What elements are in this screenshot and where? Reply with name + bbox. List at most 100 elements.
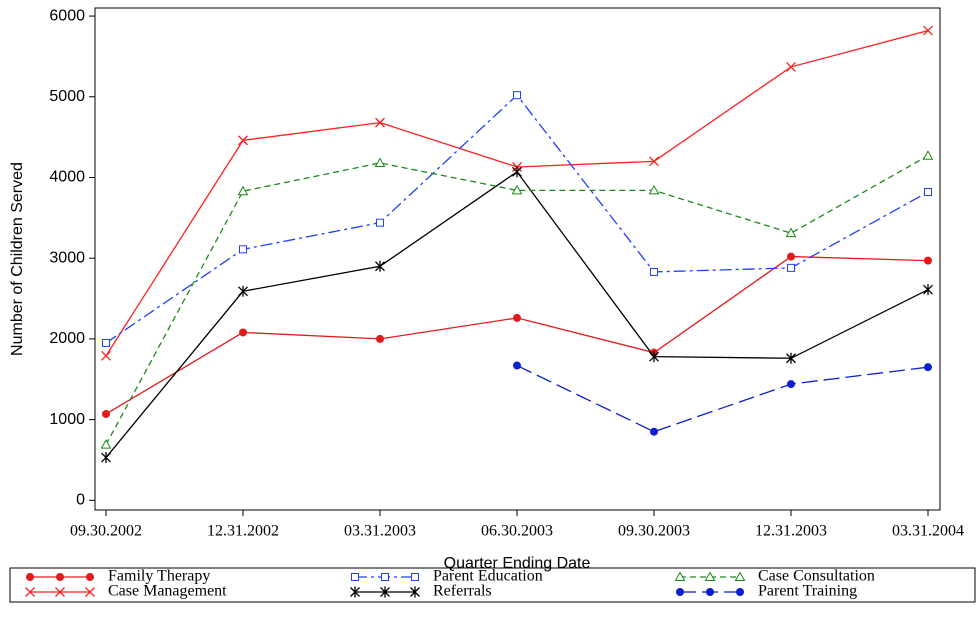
marker-cross: [410, 586, 420, 598]
marker-cross: [380, 586, 390, 598]
x-tick-label: 09.30.2003: [618, 523, 690, 540]
marker: [375, 260, 385, 272]
x-tick-label: 12.31.2003: [755, 523, 827, 540]
marker: [649, 156, 659, 167]
marker-cross: [238, 135, 248, 146]
marker-square: [239, 245, 247, 254]
marker-dot: [676, 588, 684, 596]
x-tick-label: 09.30.2002: [70, 523, 142, 540]
marker-square: [411, 573, 419, 581]
marker: [101, 452, 111, 464]
marker-cross: [375, 260, 385, 272]
marker: [410, 586, 420, 598]
marker-square: [513, 91, 521, 100]
marker: [56, 573, 64, 581]
marker: [238, 135, 248, 146]
marker-cross: [101, 452, 111, 464]
marker: [513, 91, 521, 100]
marker-cross: [786, 352, 796, 364]
marker: [513, 361, 521, 370]
marker: [649, 351, 659, 363]
marker: [86, 573, 94, 581]
marker: [102, 409, 110, 418]
marker-square: [376, 218, 384, 227]
marker-triangle: [648, 184, 660, 195]
marker-cross: [512, 166, 522, 178]
marker: [786, 352, 796, 364]
legend-label: Family Therapy: [108, 568, 210, 585]
marker: [704, 571, 716, 581]
legend-label: Referrals: [433, 583, 492, 600]
marker-triangle: [674, 571, 686, 581]
legend-label: Parent Education: [433, 568, 543, 585]
series-line: [105, 155, 929, 445]
plot-frame: [94, 7, 941, 511]
marker: [376, 334, 384, 343]
y-tick-label: 4000: [49, 169, 85, 186]
marker: [239, 328, 247, 337]
marker-dot: [787, 380, 795, 389]
marker: [375, 117, 385, 128]
marker-cross: [238, 285, 248, 297]
series-line: [516, 364, 929, 433]
x-tick-label: 12.31.2002: [207, 523, 279, 540]
marker: [924, 256, 932, 265]
marker-cross: [923, 25, 933, 36]
marker-square: [787, 263, 795, 272]
marker: [26, 573, 34, 581]
marker-dot: [650, 427, 658, 436]
marker-dot: [736, 588, 744, 596]
marker: [380, 586, 390, 598]
marker: [924, 188, 932, 197]
marker-dot: [86, 573, 94, 581]
marker-dot: [56, 573, 64, 581]
marker: [786, 61, 796, 72]
marker-triangle: [100, 439, 112, 449]
legend-label: Case Management: [108, 583, 227, 600]
marker: [238, 285, 248, 297]
y-axis-title: Number of Children Served: [9, 162, 26, 356]
marker-cross: [649, 351, 659, 363]
marker-dot: [376, 334, 384, 343]
marker: [787, 263, 795, 272]
marker: [85, 587, 95, 597]
marker-triangle: [704, 571, 716, 581]
marker: [101, 350, 111, 361]
marker: [734, 571, 746, 581]
marker-cross: [649, 156, 659, 167]
marker-cross: [101, 350, 111, 361]
marker-triangle: [785, 227, 797, 238]
marker: [674, 571, 686, 581]
marker: [785, 227, 797, 238]
y-tick-label: 0: [76, 492, 85, 509]
marker-triangle: [734, 571, 746, 581]
marker: [351, 573, 359, 581]
marker-cross: [923, 284, 933, 296]
y-tick-label: 5000: [49, 88, 85, 105]
marker: [381, 573, 389, 581]
marker-triangle: [237, 185, 249, 196]
marker-square: [351, 573, 359, 581]
marker-dot: [924, 363, 932, 372]
marker-dot: [513, 361, 521, 370]
marker: [511, 184, 523, 195]
legend-label: Case Consultation: [758, 568, 875, 585]
marker-cross: [375, 117, 385, 128]
marker: [513, 313, 521, 322]
legend-label: Parent Training: [758, 583, 857, 600]
y-tick-label: 1000: [49, 411, 85, 428]
marker: [350, 586, 360, 598]
marker: [923, 25, 933, 36]
marker: [706, 588, 714, 596]
marker-dot: [102, 409, 110, 418]
marker-square: [102, 338, 110, 347]
marker: [512, 166, 522, 178]
marker: [787, 252, 795, 261]
legend-frame: [9, 567, 976, 603]
marker: [650, 267, 658, 276]
marker-triangle: [374, 157, 386, 167]
y-tick-label: 3000: [49, 249, 85, 266]
marker: [923, 284, 933, 296]
marker: [650, 427, 658, 436]
marker: [787, 380, 795, 389]
